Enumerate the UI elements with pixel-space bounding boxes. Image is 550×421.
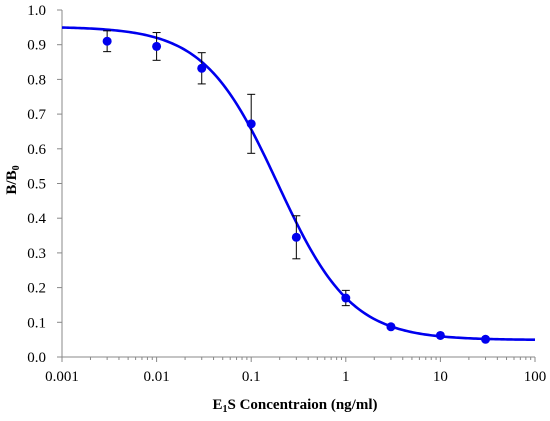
y-tick-label: 1.0 xyxy=(27,3,46,19)
y-tick-label: 0.3 xyxy=(27,246,46,262)
data-points xyxy=(102,36,491,344)
y-ticks: 0.0 0.1 0.2 0.3 0.4 0.5 0.6 0.7 0.8 0.9 1.0 xyxy=(27,3,62,366)
data-point xyxy=(291,232,301,242)
data-point xyxy=(152,41,162,51)
data-point xyxy=(246,119,256,129)
data-point xyxy=(341,293,351,303)
y-axis-title-main: B/B xyxy=(4,170,20,194)
y-tick-label: 0.8 xyxy=(27,72,46,88)
data-point xyxy=(481,334,491,344)
data-point xyxy=(197,63,207,73)
x-tick-label: 0.01 xyxy=(143,369,169,385)
y-tick-label: 0.4 xyxy=(27,211,46,227)
data-point xyxy=(435,330,445,340)
y-tick-label: 0.1 xyxy=(27,315,46,331)
error-bars xyxy=(103,30,490,341)
x-tick-label: 100 xyxy=(524,369,547,385)
x-tick-label: 0.1 xyxy=(242,369,261,385)
y-axis-title: B/B0 xyxy=(4,165,22,194)
y-tick-label: 0.7 xyxy=(27,107,46,123)
x-tick-label: 0.001 xyxy=(45,369,79,385)
y-tick-label: 0.5 xyxy=(27,177,46,193)
y-tick-label: 0.0 xyxy=(27,350,46,366)
x-tick-label: 1 xyxy=(342,369,350,385)
y-tick-label: 0.2 xyxy=(27,281,46,297)
x-tick-label: 10 xyxy=(433,369,448,385)
x-axis-title-rest: S Concentraion (ng/ml) xyxy=(228,397,378,413)
data-point xyxy=(102,36,112,46)
x-axis-title: E1S Concentraion (ng/ml) xyxy=(212,397,377,415)
fit-curve xyxy=(61,26,536,342)
y-axis-title-sub: 0 xyxy=(11,165,22,170)
x-axis-title-sub: 1 xyxy=(223,404,228,415)
y-tick-label: 0.6 xyxy=(27,142,46,158)
x-axis-title-main: E xyxy=(212,397,222,413)
axes xyxy=(61,10,535,358)
x-ticks: 0.001 0.01 0.1 1 10 100 xyxy=(45,357,546,385)
y-tick-label: 0.9 xyxy=(27,38,46,54)
fit-curve-group xyxy=(61,26,536,342)
data-point xyxy=(386,322,396,332)
